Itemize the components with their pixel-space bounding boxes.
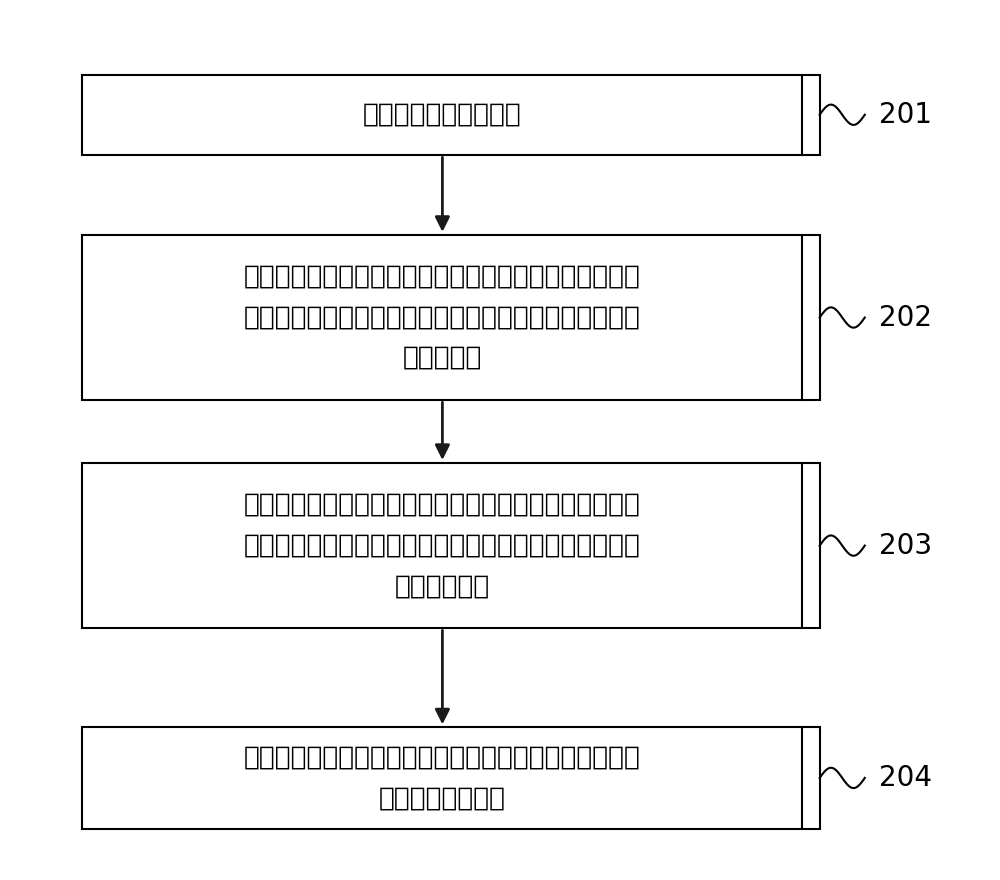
Text: 203: 203	[879, 532, 932, 560]
Text: 根据多个轨迹点中对应时间点相邻的两两轨迹点之间的移: 根据多个轨迹点中对应时间点相邻的两两轨迹点之间的移	[244, 492, 641, 518]
Text: 的通行状态: 的通行状态	[403, 345, 482, 371]
Text: 获取第一时空轨迹数据: 获取第一时空轨迹数据	[363, 102, 522, 128]
Text: 根据多个轨迹点的轨迹点信息，确定多个轨迹点中对应时: 根据多个轨迹点的轨迹点信息，确定多个轨迹点中对应时	[244, 264, 641, 290]
Text: 第二时空轨迹数据: 第二时空轨迹数据	[379, 785, 506, 811]
FancyBboxPatch shape	[82, 727, 802, 829]
Text: 动速度，以及每个轨迹点的通行状态，确定多个轨迹点中: 动速度，以及每个轨迹点的通行状态，确定多个轨迹点中	[244, 532, 641, 559]
Text: 204: 204	[879, 764, 932, 792]
Text: 删除第一时空轨迹数据中异常轨迹点的轨迹点信息，得到: 删除第一时空轨迹数据中异常轨迹点的轨迹点信息，得到	[244, 744, 641, 771]
Text: 间点相邻的两两轨迹点之间的移动速度，以及每个轨迹点: 间点相邻的两两轨迹点之间的移动速度，以及每个轨迹点	[244, 304, 641, 331]
Text: 202: 202	[879, 304, 932, 332]
Text: 201: 201	[879, 100, 932, 128]
FancyBboxPatch shape	[82, 235, 802, 400]
FancyBboxPatch shape	[82, 75, 802, 155]
FancyBboxPatch shape	[82, 463, 802, 628]
Text: 的异常轨迹点: 的异常轨迹点	[395, 573, 490, 599]
